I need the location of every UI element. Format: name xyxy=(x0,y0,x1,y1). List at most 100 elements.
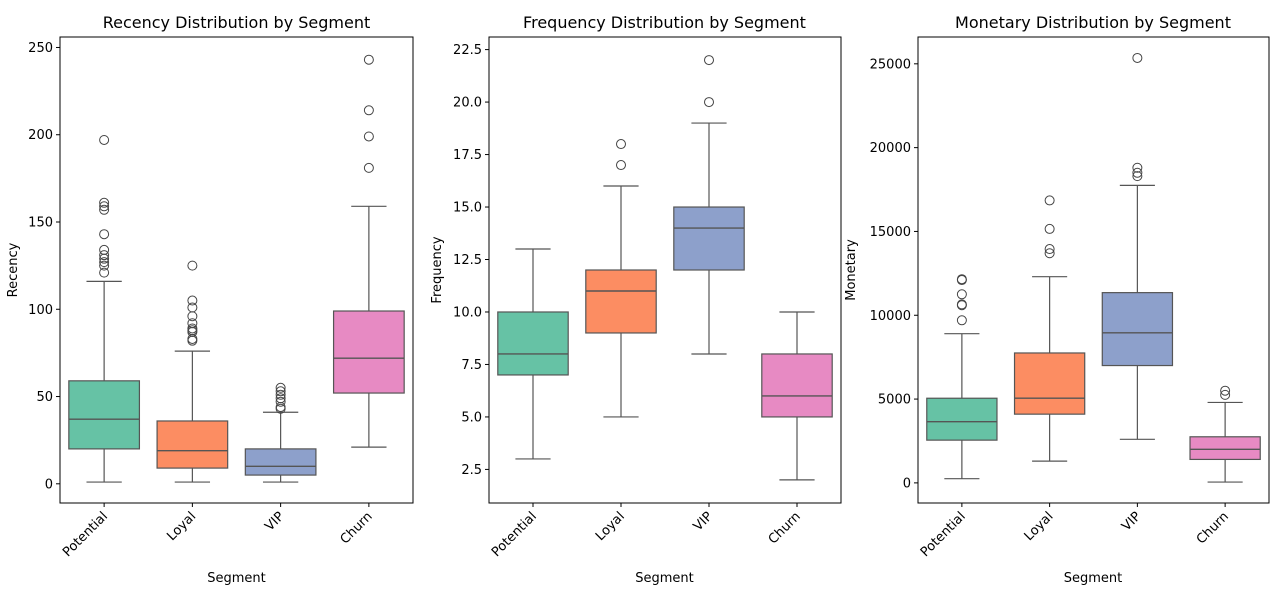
x-tick-label: Churn xyxy=(338,509,376,547)
outlier-point xyxy=(99,257,110,268)
box-vip xyxy=(673,206,745,271)
y-tick-label: 12.5 xyxy=(453,253,482,268)
outlier-point xyxy=(1132,167,1143,178)
box-vip xyxy=(244,448,317,476)
outlier-point xyxy=(363,131,374,142)
monetary-panel: Monetary Distribution by Segment 0 5000 10… xyxy=(844,13,1270,586)
plot-area: 0 5000 10000 15000 20000 25000 Potential Loyal V… xyxy=(870,36,1270,560)
outlier-point xyxy=(956,315,967,326)
box-churn xyxy=(332,310,405,394)
outlier-point xyxy=(956,299,967,310)
outlier-point xyxy=(1044,223,1055,234)
outlier-point xyxy=(704,55,714,66)
outlier-point xyxy=(363,105,374,116)
outlier-point xyxy=(99,204,110,215)
x-tick-label: Loyal xyxy=(164,509,199,544)
y-tick-label: 25000 xyxy=(870,57,911,72)
box-potential xyxy=(68,380,141,450)
axes-frame xyxy=(59,36,414,504)
box-loyal xyxy=(1013,352,1086,415)
y-tick-label: 5.0 xyxy=(461,410,482,425)
y-tick-label: 200 xyxy=(28,128,53,143)
outlier-point xyxy=(187,302,198,313)
outlier-point xyxy=(187,323,198,334)
plot-area: 2.5 5.0 7.5 10.0 12.5 15.0 17.5 20.0 22.5 Potenti… xyxy=(453,36,842,560)
box-vip xyxy=(1101,292,1174,367)
outlier-point xyxy=(187,318,198,329)
x-tick-label: Churn xyxy=(1194,509,1232,547)
outlier-point xyxy=(363,54,374,65)
outlier-point xyxy=(99,229,110,240)
y-tick-label: 10.0 xyxy=(453,305,482,320)
outlier-point xyxy=(187,311,198,322)
box-churn xyxy=(1189,436,1261,461)
outlier-point xyxy=(956,274,967,285)
box-churn xyxy=(761,353,833,418)
outlier-point xyxy=(99,244,110,255)
y-tick-label: 5000 xyxy=(878,393,911,408)
y-tick-label: 10000 xyxy=(870,309,911,324)
outlier-point xyxy=(1132,171,1143,182)
y-tick-label: 0 xyxy=(45,477,53,492)
outlier-point xyxy=(99,201,110,212)
outlier-point xyxy=(1044,248,1055,259)
y-tick-label: 15.0 xyxy=(453,201,482,216)
box-loyal xyxy=(156,420,229,469)
outlier-point xyxy=(187,260,198,271)
y-tick-label: 15000 xyxy=(870,225,911,240)
axes-frame xyxy=(917,36,1270,504)
x-tick-label: Loyal xyxy=(593,509,628,544)
x-tick-label: Churn xyxy=(766,509,804,547)
x-tick-label: VIP xyxy=(1119,509,1144,534)
x-tick-label: VIP xyxy=(691,509,716,534)
x-tick-label: Loyal xyxy=(1022,509,1057,544)
y-tick-label: 0 xyxy=(903,476,911,491)
outlier-point xyxy=(616,160,626,171)
outlier-point xyxy=(99,250,110,261)
chart-title: Monetary Distribution by Segment xyxy=(955,13,1231,32)
outlier-point xyxy=(99,197,110,208)
y-tick-label: 100 xyxy=(28,303,53,318)
y-tick-label: 20000 xyxy=(870,141,911,156)
y-tick-label: 7.5 xyxy=(461,358,482,373)
y-tick-label: 250 xyxy=(28,41,53,56)
box-loyal xyxy=(585,269,657,334)
axes-frame xyxy=(488,36,842,504)
y-axis-label: Recency xyxy=(6,242,21,297)
outlier-point xyxy=(956,300,967,311)
outlier-point xyxy=(187,295,198,306)
outlier-point xyxy=(1220,389,1231,400)
outlier-point xyxy=(1044,195,1055,206)
box-potential xyxy=(926,397,998,441)
outlier-point xyxy=(275,393,286,404)
outlier-point xyxy=(275,396,286,407)
outlier-point xyxy=(1132,52,1143,63)
chart-title: Frequency Distribution by Segment xyxy=(523,13,806,32)
plot-area: 0 50 100 150 200 250 Potential Loyal VIP Churn xyxy=(28,36,414,560)
box-potential xyxy=(497,311,569,376)
y-tick-label: 17.5 xyxy=(453,148,482,163)
y-tick-label: 20.0 xyxy=(453,96,482,111)
outlier-point xyxy=(1220,385,1231,396)
outlier-point xyxy=(704,97,714,108)
frequency-panel: Frequency Distribution by Segment 2.5 5.0… xyxy=(430,13,842,586)
x-tick-label: Potential xyxy=(918,509,969,560)
outlier-point xyxy=(363,162,374,173)
outlier-point xyxy=(99,260,110,271)
x-tick-label: Potential xyxy=(489,509,540,560)
y-tick-label: 150 xyxy=(28,216,53,231)
outlier-point xyxy=(1044,244,1055,255)
x-axis-label: Segment xyxy=(207,571,266,586)
y-axis-label: Monetary xyxy=(844,239,859,301)
recency-panel: Recency Distribution by Segment 0 50 100 15… xyxy=(6,13,414,586)
chart-title: Recency Distribution by Segment xyxy=(103,13,371,32)
outlier-point xyxy=(1132,162,1143,173)
outlier-point xyxy=(275,389,286,400)
y-tick-label: 2.5 xyxy=(461,463,482,478)
x-axis-label: Segment xyxy=(1064,571,1123,586)
x-tick-label: Potential xyxy=(60,509,111,560)
y-tick-label: 50 xyxy=(36,390,53,405)
outlier-point xyxy=(99,134,110,145)
x-tick-label: VIP xyxy=(262,509,287,534)
